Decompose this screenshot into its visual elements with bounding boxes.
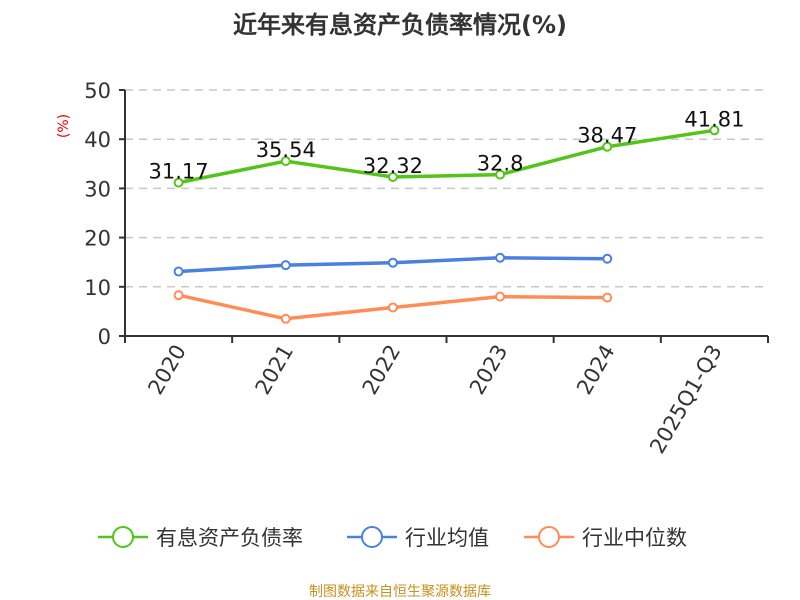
x-tick-label: 2025Q1-Q3 <box>645 341 727 458</box>
data-point[interactable] <box>173 266 184 277</box>
data-label: 32.32 <box>363 154 423 178</box>
data-point[interactable] <box>602 292 613 303</box>
data-point[interactable] <box>602 141 613 152</box>
y-tick-label: 20 <box>84 227 111 251</box>
legend-marker-icon <box>361 526 383 548</box>
data-label: 41.81 <box>684 107 744 131</box>
x-tick-label: 2021 <box>251 341 299 399</box>
chart-title: 近年来有息资产负债率情况(%) <box>233 11 567 39</box>
x-tick-label: 2020 <box>143 341 191 399</box>
legend-marker-icon <box>112 526 134 548</box>
y-tick-label: 30 <box>84 177 111 201</box>
data-point[interactable] <box>495 291 506 302</box>
legend-label: 有息资产负债率 <box>156 526 303 550</box>
data-point[interactable] <box>173 290 184 301</box>
x-tick-label: 2022 <box>358 341 406 399</box>
data-point[interactable] <box>387 171 398 182</box>
data-point[interactable] <box>387 302 398 313</box>
data-label: 31.17 <box>149 160 209 184</box>
data-point[interactable] <box>495 252 506 263</box>
legend-item[interactable]: 行业中位数 <box>524 526 687 550</box>
x-tick-label: 2024 <box>572 341 620 399</box>
data-point[interactable] <box>280 313 291 324</box>
data-label: 32.8 <box>477 152 524 176</box>
y-tick-label: 10 <box>84 276 111 300</box>
y-tick-label: 0 <box>98 325 111 349</box>
data-label: 38.47 <box>577 124 637 148</box>
y-tick-label: 40 <box>84 128 111 152</box>
legend-label: 行业均值 <box>405 526 489 550</box>
data-point[interactable] <box>602 253 613 264</box>
data-point[interactable] <box>280 156 291 167</box>
legend-item[interactable]: 有息资产负债率 <box>98 526 303 550</box>
data-label: 35.54 <box>256 138 316 162</box>
data-point[interactable] <box>173 177 184 188</box>
legend-item[interactable]: 行业均值 <box>347 526 489 550</box>
y-tick-label: 50 <box>84 79 111 103</box>
x-tick-label: 2023 <box>465 341 513 399</box>
y-axis-label: (%) <box>56 114 72 138</box>
data-point[interactable] <box>387 257 398 268</box>
legend-label: 行业中位数 <box>582 526 687 550</box>
data-point[interactable] <box>280 260 291 271</box>
source-note: 制图数据来自恒生聚源数据库 <box>309 584 491 600</box>
data-point[interactable] <box>709 125 720 136</box>
data-point[interactable] <box>495 169 506 180</box>
series-line <box>178 128 715 185</box>
legend-marker-icon <box>538 526 560 548</box>
